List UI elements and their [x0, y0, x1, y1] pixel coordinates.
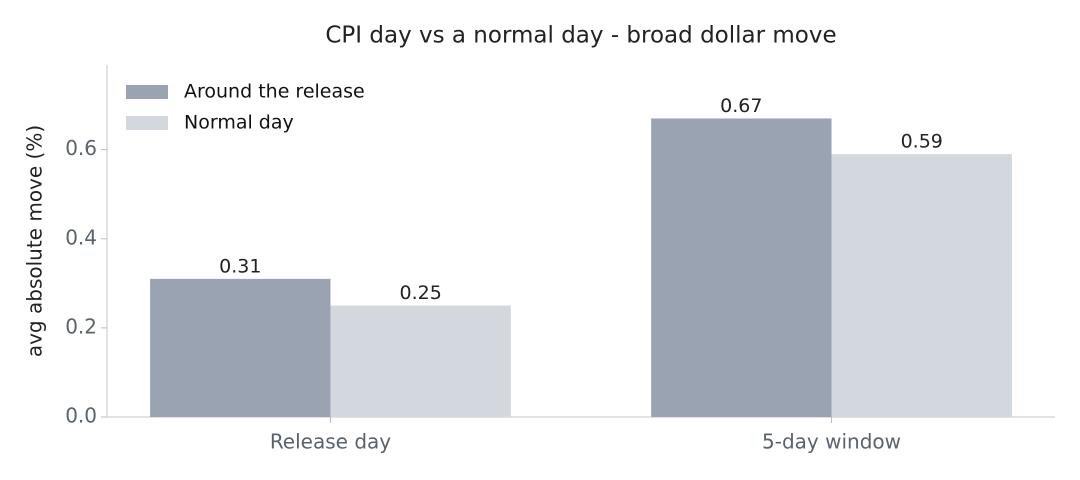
x-tick-label: 5-day window — [762, 430, 901, 454]
bar — [831, 154, 1012, 417]
bar — [651, 118, 832, 417]
value-label: 0.59 — [901, 131, 943, 153]
legend-label: Normal day — [184, 112, 294, 134]
legend-swatch — [126, 85, 168, 99]
legend-swatch — [126, 116, 168, 130]
y-tick-label: 0.6 — [65, 136, 97, 160]
y-tick-label: 0.4 — [65, 225, 97, 249]
value-label: 0.25 — [400, 282, 442, 304]
value-label: 0.31 — [219, 255, 261, 277]
y-tick-label: 0.0 — [65, 404, 97, 428]
value-label: 0.67 — [720, 95, 762, 117]
x-tick-label: Release day — [270, 430, 391, 454]
bar — [330, 305, 511, 417]
y-tick-label: 0.2 — [65, 314, 97, 338]
legend-label: Around the release — [184, 81, 365, 103]
chart-title: CPI day vs a normal day - broad dollar m… — [325, 23, 836, 49]
bar — [150, 278, 331, 417]
y-axis-label: avg absolute move (%) — [23, 125, 47, 357]
